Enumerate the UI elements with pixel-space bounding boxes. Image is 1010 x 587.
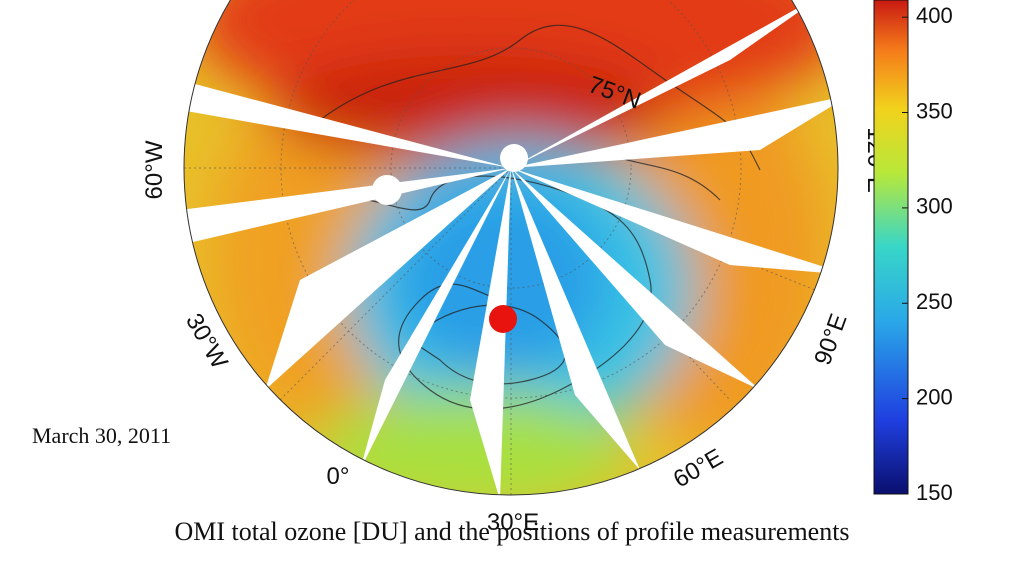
data-gaps xyxy=(184,0,838,495)
colorbar-tick-label: 150 xyxy=(916,480,953,505)
graticule-label: 60°W xyxy=(141,140,168,199)
colorbar-tick-label: 350 xyxy=(916,98,953,123)
graticule-label: 90°E xyxy=(809,310,852,368)
map-border xyxy=(183,0,839,496)
date: March 30, 2011 xyxy=(32,423,171,448)
colorbar-tick-label: 200 xyxy=(916,384,953,409)
profile-site xyxy=(372,175,402,205)
graticule-label: 60°E xyxy=(669,444,728,494)
colorbar-tick-label: 300 xyxy=(916,194,953,219)
graticule-label: 0° xyxy=(327,463,350,490)
profile-site xyxy=(489,305,517,333)
ozone-map xyxy=(184,0,838,495)
colorbar-ticks: 150 200 250 300 350 400 xyxy=(902,3,953,505)
profile-site xyxy=(500,144,528,172)
caption: OMI total ozone [DU] and the positions o… xyxy=(174,517,849,546)
graticule-label: 30°E xyxy=(487,509,539,536)
colorbar-tick-label: 250 xyxy=(916,289,953,314)
colorbar-tick-label: 400 xyxy=(916,3,953,28)
colorbar xyxy=(873,0,909,495)
